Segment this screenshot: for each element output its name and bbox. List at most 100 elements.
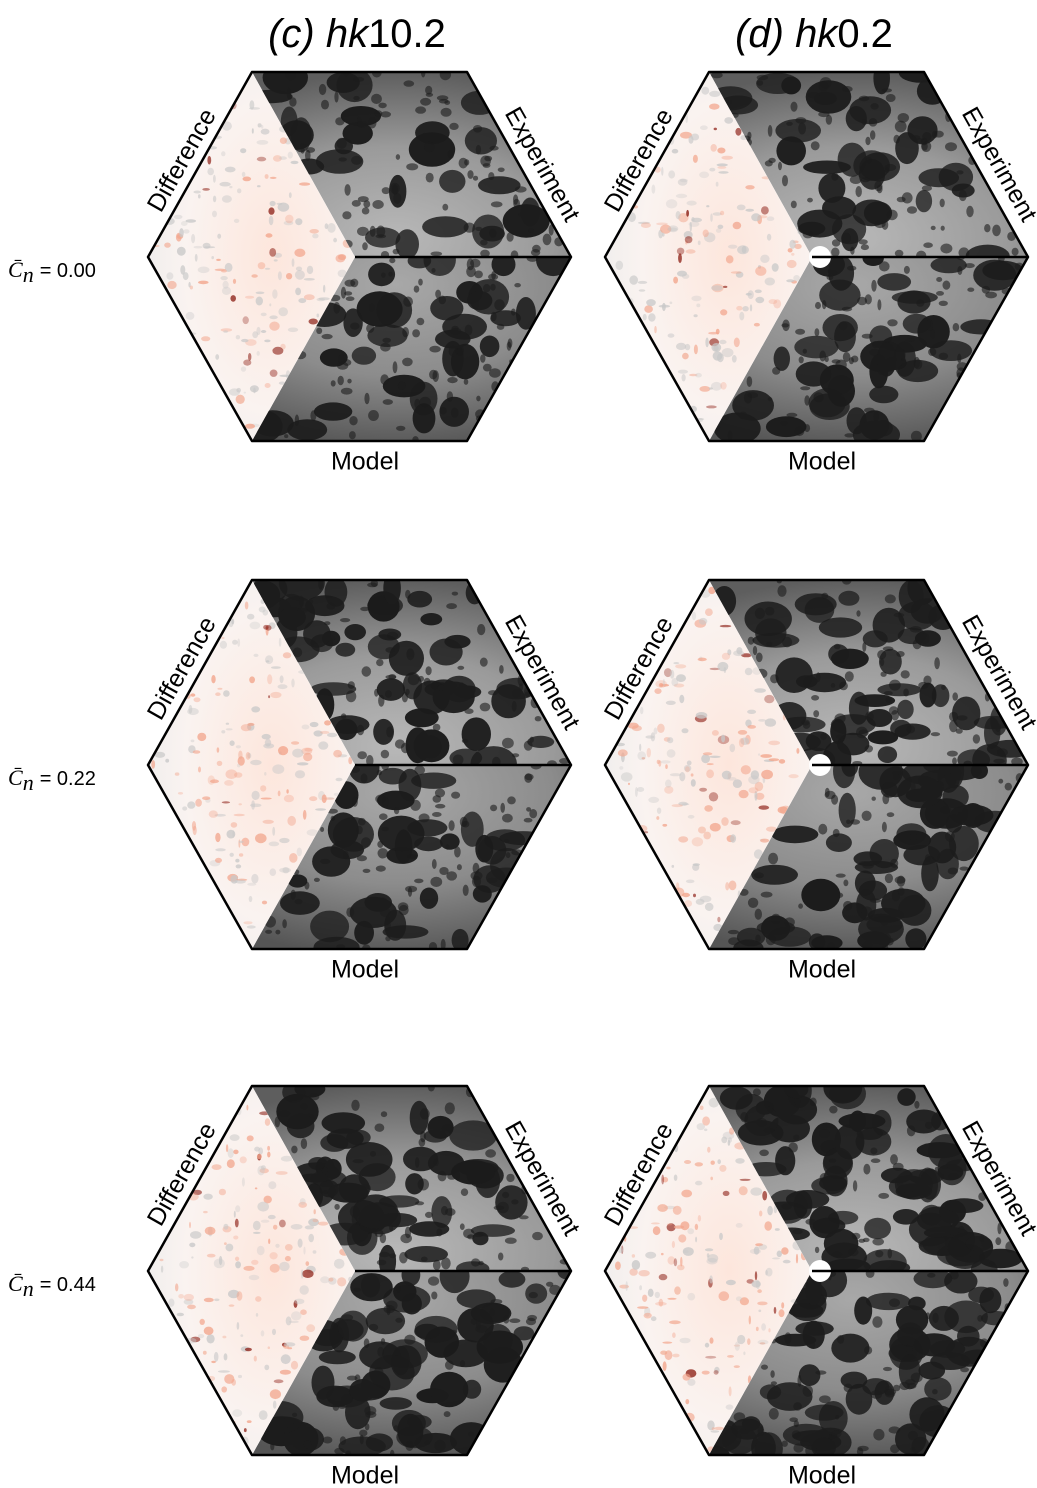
difference-speckle	[245, 602, 249, 610]
difference-speckle	[698, 1215, 701, 1222]
difference-speckle	[166, 272, 173, 279]
difference-speckle	[619, 766, 623, 770]
intensity-spot	[420, 1108, 430, 1119]
intensity-spot	[952, 757, 957, 764]
difference-speckle	[638, 1270, 649, 1276]
difference-speckle	[280, 675, 284, 683]
difference-speckle	[709, 1275, 713, 1283]
intensity-spot	[832, 214, 866, 244]
intensity-spot	[344, 624, 366, 640]
row-label: C̄n= 0.00	[8, 257, 96, 287]
intensity-spot	[897, 290, 930, 313]
intensity-spot	[777, 585, 786, 597]
hexagon-panel: DifferenceExperimentModel	[599, 1072, 1037, 1488]
intensity-spot	[339, 157, 347, 161]
difference-speckle	[270, 1252, 278, 1259]
intensity-spot	[881, 1168, 913, 1184]
difference-speckle	[716, 182, 719, 187]
intensity-spot	[341, 388, 353, 395]
hexagon-panel: DifferenceExperimentModel	[142, 61, 586, 476]
intensity-spot	[377, 1260, 387, 1266]
difference-speckle	[670, 773, 681, 776]
difference-speckle	[755, 290, 762, 294]
difference-speckle	[222, 195, 232, 202]
difference-speckle	[723, 286, 727, 288]
intensity-spot	[389, 1225, 393, 1231]
intensity-spot	[885, 594, 896, 603]
intensity-spot	[445, 1102, 455, 1114]
intensity-spot	[879, 261, 890, 271]
difference-speckle	[269, 248, 276, 257]
intensity-spot	[452, 592, 458, 596]
intensity-spot	[784, 1080, 808, 1098]
intensity-spot	[861, 244, 869, 250]
difference-speckle	[682, 803, 690, 805]
intensity-spot	[807, 198, 813, 203]
intensity-spot	[418, 279, 423, 286]
intensity-spot	[378, 103, 386, 109]
difference-speckle	[726, 1280, 736, 1285]
intensity-spot	[490, 805, 497, 812]
difference-speckle	[719, 1165, 726, 1172]
difference-speckle	[279, 838, 289, 843]
difference-speckle	[758, 719, 766, 722]
difference-speckle	[306, 1324, 315, 1332]
difference-speckle	[707, 1147, 710, 1153]
intensity-spot	[426, 666, 432, 675]
intensity-spot	[433, 370, 439, 382]
intensity-spot	[444, 1411, 451, 1417]
intensity-spot	[905, 338, 915, 342]
intensity-spot	[358, 196, 369, 202]
difference-speckle	[705, 1248, 713, 1251]
intensity-spot	[477, 1331, 523, 1364]
intensity-spot	[333, 302, 340, 314]
intensity-spot	[821, 593, 828, 599]
intensity-spot	[870, 899, 881, 903]
intensity-spot	[408, 887, 412, 897]
intensity-spot	[933, 1313, 939, 1323]
difference-speckle	[695, 1162, 703, 1166]
intensity-spot	[364, 1338, 370, 1348]
intensity-spot	[759, 1150, 769, 1157]
difference-speckle	[288, 328, 298, 333]
intensity-spot	[914, 1101, 919, 1109]
intensity-spot	[406, 163, 418, 170]
intensity-spot	[521, 198, 540, 227]
subscript: n	[23, 1276, 34, 1301]
intensity-spot	[870, 130, 875, 140]
difference-speckle	[696, 712, 708, 719]
intensity-spot	[410, 382, 438, 416]
intensity-spot	[498, 168, 505, 173]
difference-speckle	[183, 229, 189, 233]
intensity-spot	[871, 1390, 883, 1399]
difference-speckle	[761, 206, 769, 214]
intensity-spot	[871, 280, 876, 292]
difference-speckle	[211, 256, 214, 259]
difference-speckle	[737, 205, 746, 211]
difference-speckle	[245, 424, 255, 429]
difference-speckle	[699, 618, 707, 625]
intensity-spot	[901, 670, 910, 678]
difference-speckle	[213, 196, 216, 203]
intensity-spot	[474, 1233, 484, 1237]
intensity-spot	[463, 1229, 474, 1239]
intensity-spot	[430, 1372, 468, 1407]
intensity-spot	[378, 848, 389, 858]
intensity-spot	[528, 228, 534, 233]
difference-speckle	[233, 279, 236, 284]
intensity-spot	[467, 259, 474, 271]
difference-speckle	[726, 1404, 734, 1409]
intensity-spot	[982, 286, 990, 294]
intensity-spot	[275, 1116, 280, 1127]
difference-speckle	[717, 1159, 721, 1164]
difference-speckle	[759, 1244, 768, 1250]
intensity-spot	[890, 1154, 898, 1165]
intensity-spot	[769, 1408, 779, 1420]
intensity-spot	[934, 657, 940, 669]
intensity-spot	[347, 379, 351, 384]
intensity-spot	[924, 1377, 951, 1400]
difference-speckle	[704, 805, 713, 812]
difference-speckle	[701, 87, 709, 95]
difference-speckle	[651, 732, 656, 741]
difference-speckle	[665, 764, 668, 769]
